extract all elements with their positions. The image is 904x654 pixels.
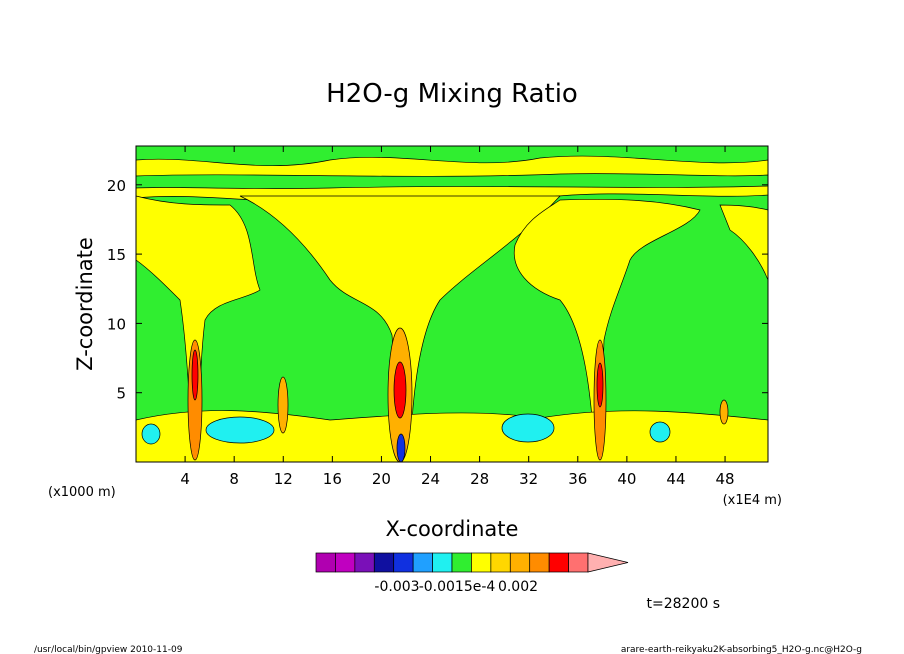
field-surface-layer — [136, 410, 768, 462]
x-axis-ticks: 4 8 12 16 20 24 28 32 36 40 44 48 — [180, 146, 735, 488]
field-left-plume — [136, 195, 261, 462]
x-unit-right: (x1E4 m) — [723, 493, 782, 508]
field-tower-1-core — [191, 349, 199, 401]
field-upper-strip — [136, 173, 768, 189]
colorbar-swatch — [529, 552, 550, 573]
field-cyan-2 — [205, 416, 275, 444]
plot-frame — [135, 145, 769, 463]
chart-title: H2O-g Mixing Ratio — [326, 79, 578, 109]
colorbar-swatch — [432, 552, 453, 573]
x-tick-label: 12 — [274, 470, 293, 488]
footer-left: /usr/local/bin/gpview 2010-11-09 — [34, 645, 183, 654]
y-tick-label: 5 — [116, 385, 126, 403]
colorbar-label: -0.003 — [374, 579, 419, 595]
colorbar-swatch — [509, 552, 531, 573]
colorbar-swatch — [373, 552, 395, 573]
colorbar-swatch — [451, 552, 472, 573]
x-tick-label: 36 — [568, 470, 587, 488]
colorbar-swatch — [548, 552, 569, 573]
field-tower-4-core — [596, 362, 604, 408]
field-cyan-3 — [501, 413, 555, 443]
x-unit-left: (x1000 m) — [48, 485, 116, 500]
y-axis-ticks: 5 10 15 20 — [107, 177, 768, 403]
colorbar-swatch — [315, 552, 336, 573]
x-tick-label: 20 — [372, 470, 391, 488]
colorbar — [315, 552, 629, 573]
y-tick-label: 10 — [107, 315, 126, 333]
field-tower-2 — [277, 376, 289, 434]
y-axis-label: Z-coordinate — [73, 237, 97, 371]
x-tick-label: 24 — [421, 470, 440, 488]
colorbar-label: -0.0015e-4 — [419, 579, 496, 595]
plot-area — [136, 146, 768, 462]
footer-right: arare-earth-reikyaku2K-absorbing5_H2O-g.… — [621, 645, 862, 654]
colorbar-labels: -0.003 -0.0015e-4 0.002 — [374, 579, 538, 595]
x-tick-label: 8 — [229, 470, 239, 488]
colorbar-swatch — [490, 552, 511, 573]
x-axis-label: X-coordinate — [386, 517, 519, 541]
y-tick-label: 20 — [107, 177, 126, 195]
x-tick-label: 16 — [323, 470, 342, 488]
x-tick-label: 40 — [617, 470, 636, 488]
field-cyan-1 — [141, 423, 161, 445]
x-tick-label: 44 — [666, 470, 685, 488]
x-tick-label: 48 — [716, 470, 735, 488]
colorbar-label: 0.002 — [498, 579, 538, 595]
y-tick-label: 15 — [107, 246, 126, 264]
field-tower-3-base — [396, 433, 406, 462]
x-tick-label: 4 — [180, 470, 190, 488]
field-cyan-4 — [649, 421, 671, 443]
x-tick-label: 32 — [519, 470, 538, 488]
field-tower-5 — [719, 399, 729, 425]
colorbar-swatch — [471, 552, 492, 573]
colorbar-swatch — [568, 552, 589, 573]
field-right-plume — [513, 198, 701, 462]
colorbar-swatch — [335, 552, 356, 573]
colorbar-swatch — [393, 552, 414, 573]
colorbar-swatch — [354, 552, 375, 573]
colorbar-swatch — [412, 552, 433, 573]
field-tower-3-core — [393, 361, 407, 419]
x-tick-label: 28 — [470, 470, 489, 488]
time-annotation: t=28200 s — [647, 596, 721, 612]
colorbar-arrow — [587, 552, 629, 573]
